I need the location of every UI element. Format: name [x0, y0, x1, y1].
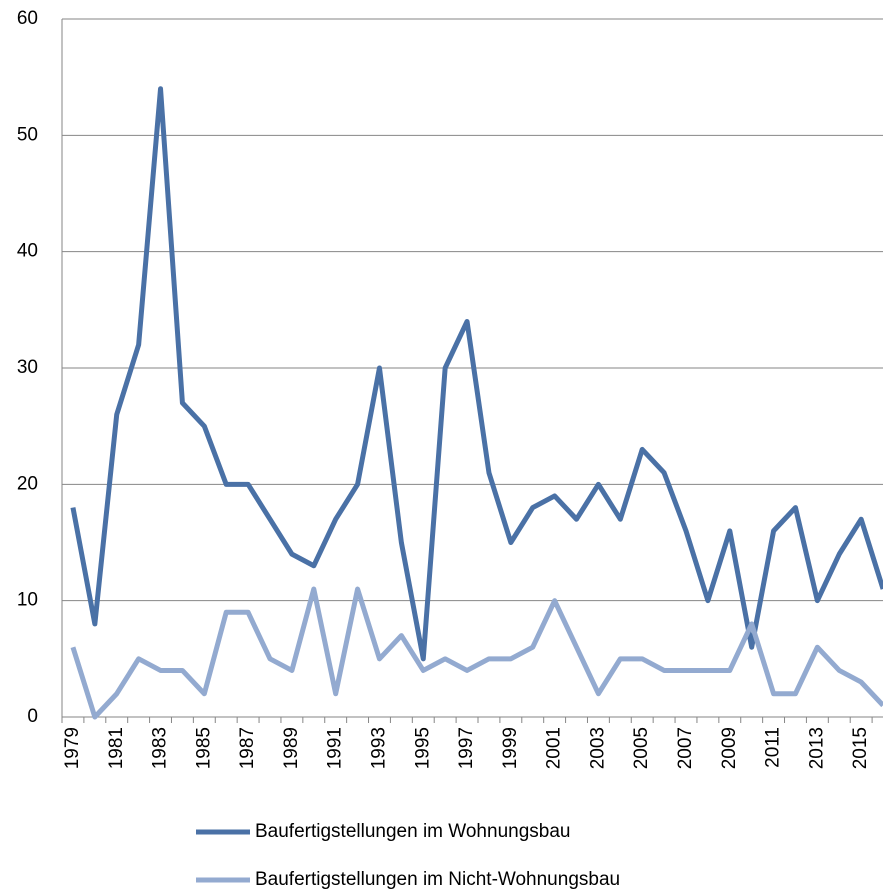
x-tick-label: 1989	[281, 727, 302, 769]
x-tick-label: 2005	[631, 727, 652, 769]
x-tick-label: 1995	[412, 727, 433, 769]
x-tick-label: 1991	[325, 727, 346, 769]
x-tick-label: 2009	[719, 727, 740, 769]
x-tick-label: 2007	[675, 727, 696, 769]
x-tick-label: 1979	[62, 727, 83, 769]
series-line	[70, 586, 883, 720]
x-tick-label: 1983	[150, 727, 171, 769]
series-line	[70, 86, 883, 662]
x-tick-label: 2013	[806, 727, 827, 769]
x-tick-label: 2001	[544, 727, 565, 769]
legend-label: Baufertigstellungen im Wohnungsbau	[255, 821, 570, 842]
x-tick-label: 2015	[850, 727, 871, 769]
y-tick-label: 40	[17, 241, 38, 262]
y-tick-label: 60	[17, 8, 38, 29]
x-tick-label: 1999	[500, 727, 521, 769]
x-tick-label: 2011	[763, 727, 784, 768]
x-tick-label: 1981	[106, 727, 127, 769]
x-tick-label: 1997	[456, 727, 477, 769]
x-tick-label: 1987	[237, 727, 258, 769]
y-tick-label: 20	[17, 473, 38, 494]
y-tick-label: 10	[17, 590, 38, 611]
x-tick-label: 1993	[368, 727, 389, 769]
legend-label: Baufertigstellungen im Nicht-Wohnungsbau	[255, 869, 620, 890]
y-tick-label: 50	[17, 124, 38, 145]
x-tick-label: 1985	[193, 727, 214, 769]
y-tick-label: 0	[27, 706, 38, 727]
x-tick-label: 2003	[587, 727, 608, 769]
y-tick-label: 30	[17, 357, 38, 378]
